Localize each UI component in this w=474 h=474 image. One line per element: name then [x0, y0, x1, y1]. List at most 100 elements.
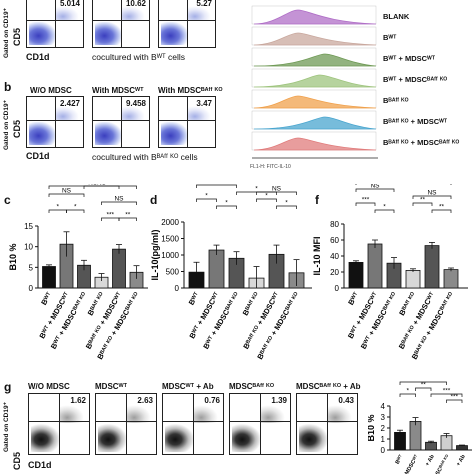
- chart-g-category-1: Bᵂᵀ: [394, 453, 405, 466]
- chart-f-sig-bracket-2: [355, 188, 395, 192]
- chart-d-sig-label-6: *: [265, 193, 268, 200]
- panel-b-gated-label: Gated on CD19⁺: [3, 99, 10, 150]
- panel-g-label: g: [4, 380, 12, 394]
- chart-g-sig-bracket-5: [446, 399, 463, 403]
- panel-b-header-1: W/O MDSC: [30, 86, 72, 95]
- panel-g-value-1: 1.62: [70, 396, 86, 405]
- chart-c-sig-bracket-2: [48, 193, 85, 197]
- chart-f-ytick-4: 80: [330, 220, 339, 229]
- panel-g-value-2: 2.63: [137, 396, 153, 405]
- chart-f-bar-1: [348, 262, 364, 289]
- panel-g-header-2: MDSCᵂᵀ: [95, 382, 128, 391]
- chart-d-sig-label-7: *: [285, 200, 288, 207]
- chart-g-category-5: + Ab: [456, 453, 467, 467]
- chart-d-category-1: Bᵂᵀ: [187, 290, 202, 307]
- chart-g-bar-5: [456, 445, 468, 451]
- chart-f-sig-bracket-7: [431, 209, 452, 213]
- chart-c-ylabel: B10 %: [8, 243, 18, 270]
- chart-g-bar-2: [409, 421, 422, 451]
- panel-g-facs-4: 1.39: [229, 393, 291, 455]
- chart-c-sig-label-8: **: [125, 212, 131, 219]
- histogram-label-7: Bᴮᴬᶠᶠ ᴷᴼ + MDSCᴮᴬᶠᶠ ᴷᴼ: [383, 138, 460, 147]
- chart-d-ytick-1: 500: [166, 268, 180, 277]
- panel-g-x-axis: CD1d: [28, 460, 52, 470]
- chart-c-sig-bracket-3: [101, 201, 137, 205]
- chart-f-category-4: Bᴮᴬᶠᶠ ᴷᴼ: [397, 290, 418, 317]
- histogram-curve-5: [253, 95, 377, 109]
- histogram-svg: [251, 5, 378, 159]
- panel-c-label: c: [4, 193, 11, 207]
- panel-g-facs-2: 2.63: [95, 393, 157, 455]
- panel-f-label: f: [315, 193, 319, 207]
- histogram-curve-4: [253, 74, 377, 88]
- panel-a-facs-2: 10.62: [92, 0, 150, 48]
- chart-d-sig-bracket-6: [256, 198, 277, 202]
- panel-a-value-1: 5.014: [59, 0, 80, 8]
- panel-g-gated-label: Gated on CD19⁺: [3, 401, 10, 452]
- panel-b-header-3: With MDSCᴮᴬᶠᶠ ᴷᴼ: [158, 86, 223, 95]
- chart-g-ytick-2: 2: [381, 424, 386, 433]
- chart-c-sig-label-5: *: [74, 204, 77, 211]
- panel-g-header-3: MDSCᵂᵀ + Ab: [162, 382, 214, 391]
- chart-f-bar-5: [424, 245, 440, 289]
- chart-c-bar-1: [42, 266, 56, 289]
- chart-d-sig-bracket-2: [196, 184, 237, 188]
- chart-d-ytick-4: 2000: [161, 218, 179, 227]
- chart-f-ytick-3: 60: [330, 236, 339, 245]
- panel-g-facs-3: 0.76: [162, 393, 224, 455]
- chart-d-sig-label-8: *: [255, 186, 258, 193]
- chart-g-sig-bracket-3: [415, 387, 432, 391]
- chart-g-sig-bracket-4: [430, 393, 463, 397]
- chart-f-bar-2: [367, 243, 383, 289]
- panel-a-x-axis: CD1d: [26, 52, 50, 62]
- chart-d-sig-bracket-5: [216, 205, 237, 209]
- chart-d-sig-bracket-4: [196, 198, 217, 202]
- chart-c-ytick-2: 10: [24, 243, 33, 252]
- panel-a-value-2: 10.62: [125, 0, 146, 8]
- chart-f-bar-6: [443, 269, 459, 289]
- chart-f-sig-label-6: **: [420, 197, 426, 204]
- chart-d-ylabel: IL-10(pg/ml): [150, 229, 160, 280]
- chart-c-sig-label-3: NS: [114, 196, 124, 203]
- panel-b-header-2: With MDSCᵂᵀ: [92, 86, 144, 95]
- chart-d-bar-2: [208, 249, 225, 289]
- histogram-label-5: Bᴮᴬᶠᶠ ᴷᴼ: [383, 96, 409, 105]
- histogram-label-2: Bᵂᵀ: [383, 33, 397, 42]
- chart-f-category-1: Bᵂᵀ: [346, 290, 361, 307]
- chart-f-sig-bracket-4: [355, 202, 376, 206]
- chart-c-sig-bracket-5: [66, 209, 85, 213]
- chart-f-sig-bracket-6: [412, 202, 433, 206]
- chart-c-sig-label-4: *: [56, 204, 59, 211]
- panel-a-y-axis: CD5: [12, 27, 22, 46]
- panel-a-facs-1: 5.014: [26, 0, 84, 48]
- chart-g-sig-label-1: *: [406, 388, 409, 395]
- panel-g-header-4: MDSCᴮᴬᶠᶠ ᴷᴼ: [229, 382, 275, 391]
- chart-c-sig-bracket-6: [83, 185, 120, 189]
- panel-a-gated-label: Gated on CD19⁺: [3, 7, 10, 58]
- chart-g-ytick-3: 3: [381, 413, 386, 422]
- chart-c-bar-5: [112, 248, 126, 289]
- chart-g-ytick-0: 0: [381, 446, 386, 455]
- chart-f-ylabel: IL-10 MFI: [312, 236, 322, 275]
- panel-a-subtitle: cocultured with Bᵂᵀ cells: [92, 52, 186, 62]
- panel-d-label: d: [150, 193, 158, 207]
- chart-f-sig-label-5: *: [383, 204, 386, 211]
- panel-g-header-5: MDSCᴮᴬᶠᶠ ᴷᴼ + Ab: [296, 382, 361, 391]
- panel-b-label: b: [4, 80, 12, 94]
- histogram-x-axis: FL1-H: FITC-IL-10: [250, 164, 291, 170]
- chart-c-sig-label-7: ***: [106, 212, 114, 219]
- panel-a-facs-3: 5.27: [158, 0, 216, 48]
- chart-g-ytick-4: 4: [381, 402, 386, 411]
- histogram-label-4: Bᵂᵀ + MDSCᴮᴬᶠᶠ ᴷᴼ: [383, 75, 448, 84]
- chart-d-sig-bracket-7: [276, 205, 297, 209]
- panel-b-facs-3: 3.47: [158, 96, 216, 148]
- panel-b-y-axis: CD5: [12, 119, 22, 138]
- panel-g-header-1: W/O MDSC: [28, 382, 70, 391]
- panel-g-facs-1: 1.62: [28, 393, 90, 455]
- chart-g-sig-label-5: ***: [450, 394, 458, 401]
- histogram-label-6: Bᴮᴬᶠᶠ ᴷᴼ + MDSCᵂᵀ: [383, 117, 448, 126]
- chart-d-category-4: Bᴮᴬᶠᶠ ᴷᴼ: [241, 290, 262, 317]
